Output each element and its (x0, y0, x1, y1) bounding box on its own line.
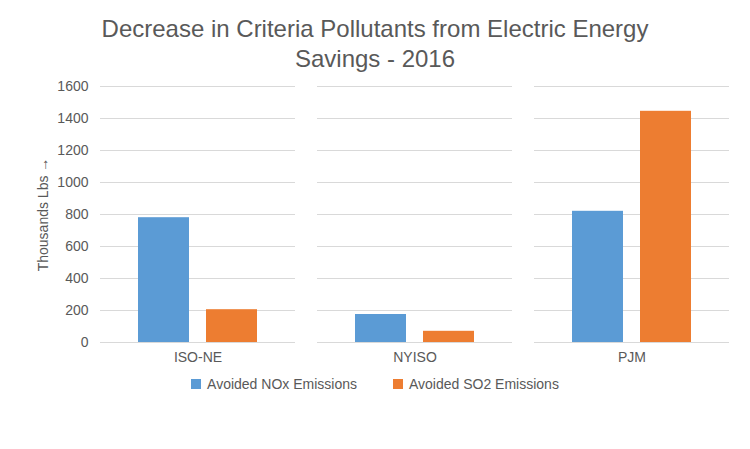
svg-text:Thousands Lbs →: Thousands Lbs → (35, 158, 51, 272)
svg-text:PJM: PJM (618, 349, 646, 365)
svg-text:1400: 1400 (57, 110, 88, 126)
html-text:Decrease in Criteria Pollutant: Decrease in Criteria Pollutants from Ele… (101, 15, 649, 72)
svg-text:600: 600 (65, 238, 89, 254)
svg-text:NYISO: NYISO (393, 349, 437, 365)
svg-text:1000: 1000 (57, 174, 88, 190)
html-text:Avoided SO2 Emissions: Avoided SO2 Emissions (409, 376, 559, 392)
svg-text:0: 0 (81, 334, 89, 350)
html-text:Avoided NOx Emissions: Avoided NOx Emissions (207, 376, 357, 392)
svg-text:1200: 1200 (57, 142, 88, 158)
svg-text:200: 200 (65, 302, 89, 318)
svg-text:800: 800 (65, 206, 89, 222)
svg-text:1600: 1600 (57, 78, 88, 94)
svg-text:ISO-NE: ISO-NE (174, 349, 222, 365)
svg-text:400: 400 (65, 270, 89, 286)
